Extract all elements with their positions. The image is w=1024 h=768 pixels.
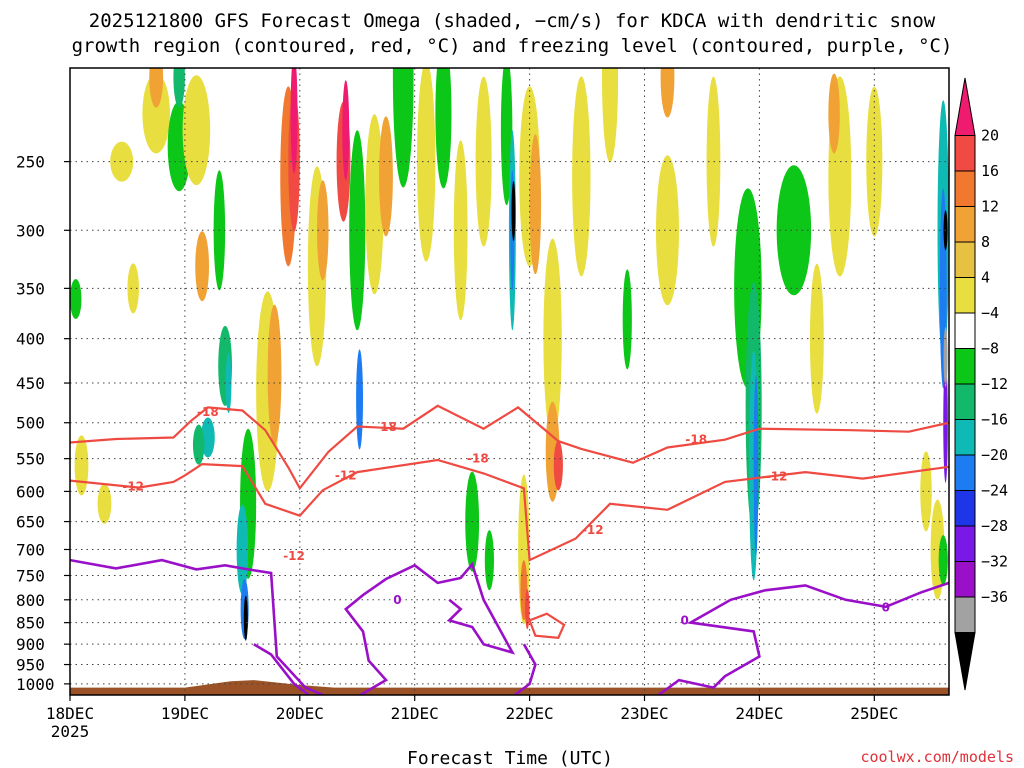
y-tick-label: 700 — [16, 540, 45, 559]
colorbar-label: 8 — [981, 233, 990, 251]
contour-label: -12 — [283, 549, 305, 563]
plot-frame — [69, 67, 950, 696]
x-year-label: 2025 — [51, 722, 90, 741]
y-tick-label: 600 — [16, 482, 45, 501]
colorbar-label: 12 — [981, 198, 999, 216]
y-tick-label: 950 — [16, 656, 45, 675]
contour-label: -18 — [375, 420, 397, 434]
contour-freezing-0-e — [656, 581, 949, 695]
colorbar-label: −8 — [981, 340, 999, 358]
chart-title-line1: 2025121800 GFS Forecast Omega (shaded, −… — [89, 10, 936, 32]
x-tick-label: 18DEC — [46, 704, 94, 723]
colorbar-label: −28 — [981, 517, 1008, 535]
colorbar-swatch — [954, 312, 976, 349]
colorbar-swatch — [954, 490, 976, 527]
x-tick-label: 22DEC — [506, 704, 554, 723]
y-tick-label: 1000 — [16, 675, 55, 694]
x-tick-label: 24DEC — [735, 704, 783, 723]
omega-shading — [70, 68, 949, 641]
y-tick-label: 400 — [16, 330, 45, 349]
contour-label: -18 — [467, 452, 489, 466]
colorbar-swatch — [954, 135, 976, 172]
x-axis: 18DEC 19DEC 20DEC 21DEC 22DEC 23DEC 24DEC 25DEC — [46, 695, 898, 723]
contour-label: -12 — [582, 523, 604, 537]
colorbar-label: −20 — [981, 446, 1008, 464]
y-tick-label: 900 — [16, 635, 45, 654]
colorbar-swatch — [954, 241, 976, 278]
colorbar-label: −12 — [981, 375, 1008, 393]
colorbar-swatch — [954, 170, 976, 207]
colorbar-swatch — [954, 383, 976, 420]
contour-freezing-0 — [70, 558, 324, 695]
terrain-layer — [70, 680, 949, 695]
colorbar-swatch — [954, 277, 976, 314]
colorbar-label: −4 — [981, 304, 999, 322]
colorbar-cap-bottom — [954, 632, 976, 691]
contour-freezing-0-c — [343, 561, 516, 695]
contour-label: 0 — [393, 593, 401, 607]
grid-lines — [70, 68, 949, 695]
terrain-shape — [70, 680, 949, 695]
colorbar-swatch — [954, 206, 976, 243]
colorbar-label: −36 — [981, 588, 1008, 606]
colorbar-label: −32 — [981, 553, 1008, 571]
contour-dgz-minus12 — [70, 458, 949, 562]
y-tick-label: 500 — [16, 414, 45, 433]
y-tick-label: 750 — [16, 566, 45, 585]
contour-freezing-0-b — [253, 643, 312, 695]
contour-label: -18 — [197, 405, 219, 419]
x-tick-label: 21DEC — [391, 704, 439, 723]
x-tick-label: 19DEC — [161, 704, 209, 723]
y-tick-label: 450 — [16, 374, 45, 393]
x-tick-label: 23DEC — [620, 704, 668, 723]
chart-title-line2: growth region (contoured, red, °C) and f… — [72, 35, 953, 57]
y-tick-label: 800 — [16, 591, 45, 610]
y-tick-label: 300 — [16, 221, 45, 240]
y-axis: 250 300 350 400 450 500 550 600 650 700 750 800 850 9… — [16, 153, 70, 694]
colorbar-swatch — [954, 454, 976, 491]
contour-labels: -18 -18 -18 -18 -12 -12 -12 -12 -12 0 0 0 — [122, 405, 890, 627]
contour-label: -12 — [766, 470, 788, 484]
contour-label: 0 — [681, 613, 689, 627]
contour-dgz-minus12-cell — [528, 612, 566, 639]
x-tick-label: 25DEC — [850, 704, 898, 723]
colorbar: 20 16 12 8 4 −4 −8 −12 −16 −20 −24 −28 −32 −36 — [954, 77, 1008, 691]
x-axis-title: Forecast Time (UTC) — [407, 748, 613, 768]
credit-link[interactable]: coolwx.com/models — [860, 748, 1014, 766]
colorbar-swatch — [954, 419, 976, 456]
colorbar-swatch — [954, 561, 976, 598]
colorbar-label: 16 — [981, 162, 999, 180]
colorbar-label: −24 — [981, 482, 1008, 500]
colorbar-label: 4 — [981, 269, 990, 287]
y-tick-label: 850 — [16, 614, 45, 633]
x-tick-label: 20DEC — [276, 704, 324, 723]
colorbar-swatch — [954, 525, 976, 562]
y-tick-label: 350 — [16, 279, 45, 298]
y-tick-label: 250 — [16, 153, 45, 172]
contour-label: -12 — [122, 479, 144, 493]
y-tick-label: 550 — [16, 450, 45, 469]
contour-label: -12 — [335, 468, 357, 482]
contour-label: -18 — [685, 433, 707, 447]
colorbar-cap-top — [954, 77, 976, 136]
y-tick-label: 650 — [16, 513, 45, 532]
contour-dgz-minus18 — [70, 404, 949, 491]
contour-label: 0 — [882, 600, 890, 614]
colorbar-label: −16 — [981, 411, 1008, 429]
colorbar-swatch — [954, 348, 976, 385]
contour-freezing-0-d — [512, 643, 537, 695]
colorbar-label: 20 — [981, 127, 999, 145]
contour-lines — [70, 404, 949, 695]
colorbar-swatch — [954, 596, 976, 633]
